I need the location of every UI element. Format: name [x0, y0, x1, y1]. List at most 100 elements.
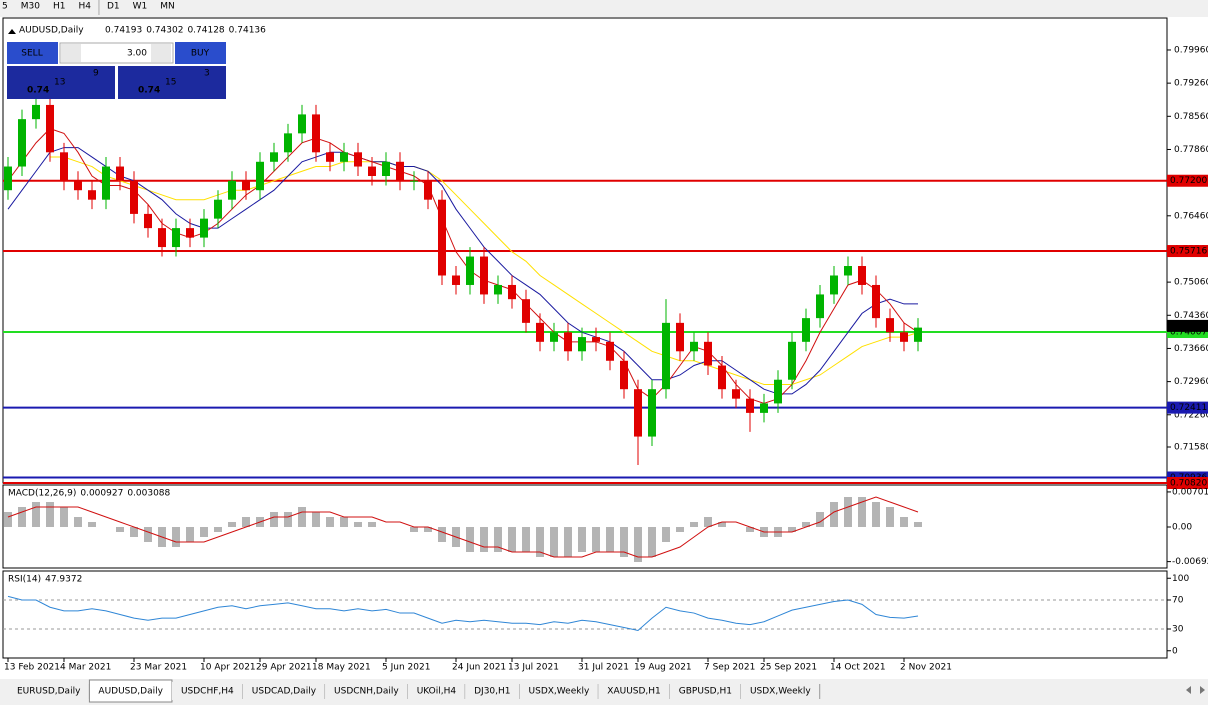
buy-button[interactable]	[175, 42, 226, 64]
macd-bar	[130, 527, 138, 537]
candle-body	[354, 152, 362, 167]
candle-body	[4, 166, 12, 191]
chart-tab[interactable]: GBPUSD,H1	[679, 687, 732, 697]
candle-body	[732, 389, 740, 399]
rsi-line	[7, 595, 919, 631]
rsi-readout: 47.9372	[45, 575, 82, 585]
chart-tab-frame[interactable]	[325, 682, 408, 700]
macd-bar	[144, 527, 152, 542]
macd-bar	[228, 522, 236, 527]
y-tick-label: 0.79960	[1174, 45, 1208, 55]
macd-bar	[172, 527, 180, 547]
candle-body	[606, 341, 614, 361]
macd-bar	[88, 522, 96, 527]
chart-tab-frame[interactable]	[519, 682, 599, 700]
macd-bar	[592, 527, 600, 552]
macd-bar	[704, 517, 712, 527]
candle-body	[802, 318, 810, 342]
candle-body	[760, 403, 768, 413]
bid-pips[interactable]: 13	[54, 78, 65, 88]
chart-tab[interactable]: USDCAD,Daily	[252, 687, 317, 697]
chart-tab[interactable]: UKOil,H4	[417, 687, 457, 697]
timeframe-button[interactable]: H1	[53, 2, 66, 12]
quote: 0.74193	[105, 26, 142, 36]
ask-point[interactable]: 3	[204, 69, 210, 79]
quote: 0.74136	[229, 26, 266, 36]
candle-body	[774, 379, 782, 404]
y-tick-label: 0.72960	[1174, 377, 1208, 387]
bid-box[interactable]	[7, 66, 115, 99]
macd-bar	[886, 507, 894, 527]
macd-readout: 0.003088	[127, 489, 170, 499]
timeframe-button[interactable]: H4	[78, 2, 91, 12]
chart-tab-frame[interactable]	[242, 682, 326, 700]
chart-tab[interactable]: USDCNH,Daily	[334, 687, 399, 697]
rsi-panel	[2, 570, 1168, 659]
candle-body	[144, 213, 152, 229]
bid-point[interactable]: 9	[93, 69, 99, 79]
lot-down[interactable]	[61, 44, 81, 62]
y-tick-label: 0.71580	[1174, 442, 1208, 452]
macd-bar	[60, 507, 68, 527]
candle-body	[284, 133, 292, 153]
sell-label[interactable]: SELL	[21, 49, 42, 59]
macd-bar	[606, 527, 614, 552]
candle-body	[200, 218, 208, 238]
timeframe-button[interactable]: 5	[2, 2, 8, 12]
candle-body	[88, 190, 96, 200]
chart-tab-frame[interactable]	[669, 682, 741, 700]
macd-bar	[312, 512, 320, 527]
sell-button[interactable]	[7, 42, 58, 64]
chart-tab-frame[interactable]	[465, 682, 520, 700]
timeframe-button[interactable]: W1	[133, 2, 148, 12]
chart-tab[interactable]: USDX,Weekly	[529, 687, 590, 697]
chart-tab-frame[interactable]	[598, 682, 670, 700]
chart-tab[interactable]: USDX,Weekly	[750, 687, 811, 697]
bid-big[interactable]: 0.74	[27, 86, 49, 96]
macd-bar	[4, 512, 12, 527]
y-tick-label: 0.72260	[1174, 410, 1208, 420]
tab-scroll-left[interactable]	[1186, 686, 1191, 694]
x-tick-label: 13 Feb 2021	[4, 663, 60, 673]
chart-tab-frame[interactable]	[171, 682, 243, 700]
chart-tab[interactable]: DJ30,H1	[474, 687, 510, 697]
candle-body	[662, 322, 670, 390]
y-tick-label: 0.007015	[1172, 487, 1208, 497]
chart-tab[interactable]: AUDUSD,Daily	[98, 687, 163, 697]
buy-label[interactable]: BUY	[191, 49, 210, 59]
lot-value[interactable]: 3.00	[127, 49, 147, 59]
rsi-name: RSI(14)	[8, 575, 41, 585]
macd-name: MACD(12,26,9)	[8, 489, 76, 499]
ask-pips[interactable]: 15	[165, 78, 176, 88]
candle-body	[536, 322, 544, 342]
candle-body	[424, 180, 432, 200]
macd-bar	[830, 502, 838, 527]
candle-body	[116, 166, 124, 181]
macd-bar	[74, 517, 82, 527]
macd-bar	[116, 527, 124, 532]
chart-tab[interactable]: USDCHF,H4	[181, 687, 234, 697]
candle-body	[214, 199, 222, 219]
candle-body	[312, 114, 320, 153]
timeframe-button[interactable]: MN	[160, 2, 175, 12]
timeframe-button[interactable]: D1	[107, 2, 120, 12]
tab-scroll-right[interactable]	[1200, 686, 1205, 694]
ask-big[interactable]: 0.74	[138, 86, 160, 96]
level-label: 0.77200	[1170, 176, 1207, 186]
timeframe-button[interactable]: M30	[21, 2, 40, 12]
x-tick-label: 7 Sep 2021	[704, 663, 755, 673]
lot-input[interactable]	[59, 42, 174, 64]
candle-body	[494, 284, 502, 295]
chart-tab[interactable]: XAUUSD,H1	[607, 687, 661, 697]
chart-tab-frame[interactable]	[740, 682, 820, 700]
candle-body	[704, 341, 712, 366]
x-tick-label: 25 Sep 2021	[760, 663, 817, 673]
lot-up[interactable]	[151, 44, 171, 62]
moving-average	[50, 156, 919, 385]
chart-tab[interactable]: EURUSD,Daily	[17, 687, 81, 697]
chart-tab-frame[interactable]	[407, 682, 466, 700]
chart-tab-frame[interactable]	[8, 682, 90, 700]
candle-body	[228, 180, 236, 200]
ask-box[interactable]	[118, 66, 226, 99]
